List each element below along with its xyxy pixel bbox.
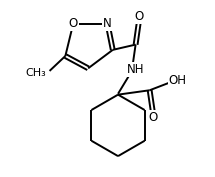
- Text: NH: NH: [127, 63, 144, 76]
- Text: N: N: [103, 17, 112, 30]
- Text: CH₃: CH₃: [25, 68, 46, 78]
- Text: O: O: [69, 17, 78, 30]
- Text: OH: OH: [169, 74, 187, 87]
- Text: O: O: [135, 10, 144, 23]
- Text: O: O: [149, 111, 158, 124]
